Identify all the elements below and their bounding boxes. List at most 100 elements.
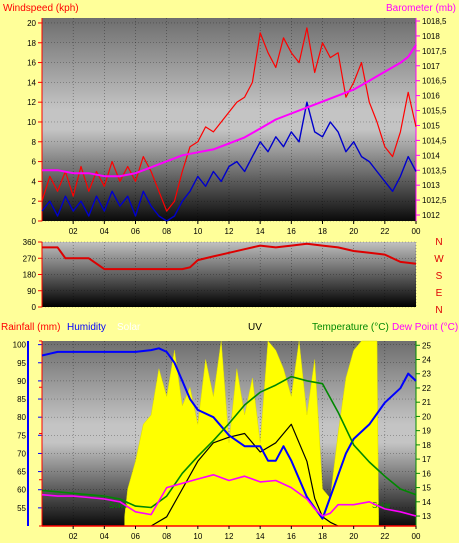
humidity-tick-label: 75 xyxy=(17,431,26,440)
top-x-tick-label: 14 xyxy=(256,227,265,236)
humidity-tick-label: 80 xyxy=(17,413,26,422)
windspeed-tick-label: 8 xyxy=(32,138,37,147)
windspeed-tick-label: 14 xyxy=(27,78,36,87)
temperature-tick-label: 22 xyxy=(422,384,431,393)
humidity-tick-label: 65 xyxy=(17,468,26,477)
direction-tick-label: 270 xyxy=(23,254,37,263)
top-x-axis: 02 04 06 08 10 12 14 16 18 20 22 00 xyxy=(69,221,421,236)
humidity-tick-label: 85 xyxy=(17,395,26,404)
compass-label: W xyxy=(434,254,444,265)
windspeed-tick-label: 0 xyxy=(32,217,37,226)
bot-x-tick-label: 20 xyxy=(349,532,358,541)
humidity-tick-label: 100 xyxy=(13,341,27,350)
top-x-tick-label: 06 xyxy=(131,227,140,236)
temperature-tick-label: 18 xyxy=(422,441,431,450)
bot-x-tick-label: 02 xyxy=(69,532,78,541)
top-right-axis: 1012 1012,5 1013 1013,5 1014 1014,5 1015 1015,5… xyxy=(415,17,447,221)
windspeed-axis-label: Windspeed (kph) xyxy=(3,3,79,14)
bot-x-tick-label: 04 xyxy=(100,532,109,541)
dewpoint-axis-label: Dew Point (°C) xyxy=(392,322,458,333)
avgwind-line xyxy=(41,101,417,222)
windspeed-tick-label: 2 xyxy=(32,197,37,206)
bot-x-tick-label: 00 xyxy=(412,532,421,541)
bot-x-tick-label: 08 xyxy=(162,532,171,541)
windspeed-tick-label: 18 xyxy=(27,39,36,48)
humidity-tick-label: 60 xyxy=(17,486,26,495)
windspeed-tick-label: 16 xyxy=(27,59,36,68)
solar-axis-label: Solar xyxy=(117,322,141,333)
barometer-axis-label: Barometer (mb) xyxy=(386,3,456,14)
top-series xyxy=(41,27,417,222)
temperature-tick-label: 13 xyxy=(422,512,431,521)
baro-line xyxy=(42,44,417,178)
gust-line xyxy=(41,27,417,212)
bot-x-tick-label: 12 xyxy=(225,532,234,541)
top-x-tick-label: 18 xyxy=(318,227,327,236)
barometer-tick-label: 1016 xyxy=(422,92,440,101)
top-x-tick-label: 10 xyxy=(193,227,202,236)
bot-x-tick-label: 06 xyxy=(131,532,140,541)
barometer-tick-label: 1015,5 xyxy=(422,107,447,116)
top-x-tick-label: 00 xyxy=(412,227,421,236)
compass-label: S xyxy=(436,271,443,282)
barometer-tick-label: 1018 xyxy=(422,32,440,41)
direction-tick-label: 0 xyxy=(32,303,37,312)
solar-inline-label-left: Solar xyxy=(109,501,128,510)
barometer-tick-label: 1017,5 xyxy=(422,47,447,56)
bot-x-tick-label: 16 xyxy=(287,532,296,541)
windspeed-tick-label: 10 xyxy=(27,118,36,127)
windspeed-tick-label: 20 xyxy=(27,19,36,28)
barometer-tick-label: 1014 xyxy=(422,151,440,160)
bottom-left-axis: 55 60 65 70 75 80 85 90 95 100 xyxy=(13,340,43,527)
windspeed-tick-label: 4 xyxy=(32,177,37,186)
barometer-tick-label: 1012 xyxy=(422,211,440,220)
temperature-tick-label: 16 xyxy=(422,469,431,478)
barometer-tick-label: 1013 xyxy=(422,181,440,190)
temperature-tick-label: 19 xyxy=(422,427,431,436)
compass-label: N xyxy=(435,305,442,316)
bot-x-tick-label: 22 xyxy=(380,532,389,541)
direction-tick-label: 360 xyxy=(23,238,37,247)
uv-line xyxy=(150,423,339,527)
top-x-tick-label: 08 xyxy=(162,227,171,236)
windspeed-tick-label: 12 xyxy=(27,98,36,107)
top-x-tick-label: 16 xyxy=(287,227,296,236)
direction-tick-label: 180 xyxy=(23,271,37,280)
barometer-tick-label: 1015 xyxy=(422,121,440,130)
windspeed-tick-label: 6 xyxy=(32,158,37,167)
compass-label: E xyxy=(436,288,443,299)
temperature-tick-label: 23 xyxy=(422,370,431,379)
temperature-tick-label: 20 xyxy=(422,412,431,421)
temperature-tick-label: 25 xyxy=(422,341,431,350)
top-left-axis: 0 2 4 6 8 10 12 14 16 18 20 xyxy=(27,18,43,226)
barometer-tick-label: 1013,5 xyxy=(422,166,447,175)
barometer-tick-label: 1014,5 xyxy=(422,136,447,145)
barometer-tick-label: 1012,5 xyxy=(422,196,447,205)
compass-label: N xyxy=(435,237,442,248)
temperature-tick-label: 24 xyxy=(422,356,431,365)
bot-x-tick-label: 10 xyxy=(193,532,202,541)
temperature-line xyxy=(41,375,417,509)
bot-x-tick-label: 18 xyxy=(318,532,327,541)
direction-series xyxy=(42,242,417,271)
humidity-line xyxy=(41,347,417,520)
barometer-tick-label: 1018,5 xyxy=(422,17,447,26)
barometer-tick-label: 1017 xyxy=(422,62,440,71)
temperature-tick-label: 17 xyxy=(422,455,431,464)
temperature-tick-label: 15 xyxy=(422,484,431,493)
top-x-tick-label: 12 xyxy=(225,227,234,236)
direction-line xyxy=(42,242,417,271)
direction-left-axis: 360 270 180 90 0 xyxy=(23,238,43,312)
temperature-tick-label: 14 xyxy=(422,498,431,507)
top-x-tick-label: 04 xyxy=(100,227,109,236)
uv-axis-label: UV xyxy=(248,322,262,333)
bot-x-tick-label: 14 xyxy=(256,532,265,541)
humidity-tick-label: 90 xyxy=(17,377,26,386)
dewpoint-line xyxy=(41,473,417,517)
humidity-axis-label: Humidity xyxy=(67,322,106,333)
rainfall-axis-label: Rainfall (mm) xyxy=(1,322,60,333)
humidity-tick-label: 95 xyxy=(17,359,26,368)
